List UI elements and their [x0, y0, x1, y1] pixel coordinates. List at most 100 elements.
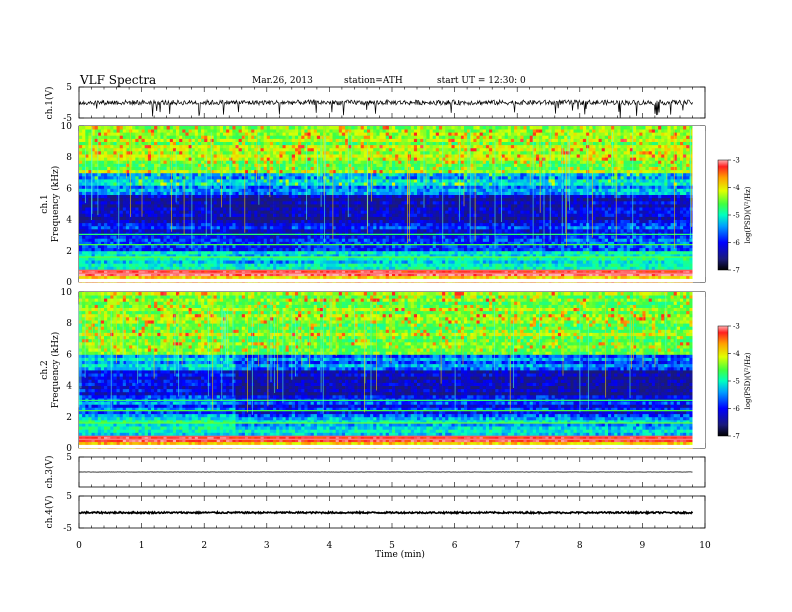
spectrogram-cell — [191, 229, 196, 233]
spectrogram-cell — [633, 266, 637, 270]
spectrogram-cell — [201, 229, 205, 233]
spectrogram-cell — [382, 219, 387, 224]
spectrogram-cell — [110, 229, 114, 233]
spectrogram-cell — [367, 257, 371, 261]
spectrogram-cell — [326, 219, 330, 224]
spectrogram-cell — [601, 235, 606, 239]
spectrogram-cell — [626, 216, 631, 220]
spectrogram-cell — [304, 229, 308, 233]
spectrogram-cell — [176, 213, 180, 217]
spectrogram-cell — [438, 213, 443, 217]
spectrogram-cell — [467, 219, 471, 224]
spectrogram-cell — [548, 260, 552, 264]
spectrogram-cell — [363, 253, 368, 258]
spectrogram-cell — [608, 238, 612, 242]
spectrogram-cell — [191, 257, 196, 261]
spectrogram-cell — [301, 222, 305, 227]
spectrogram-cell — [251, 272, 255, 277]
spectrogram-cell — [689, 257, 693, 261]
spectrogram-cell — [107, 216, 111, 220]
spectrogram-cell — [310, 238, 315, 242]
spectrogram-cell — [248, 263, 252, 267]
spectrogram-cell — [407, 241, 412, 245]
spectrogram-cell — [373, 225, 377, 230]
spectrogram-cell — [235, 244, 239, 249]
spectrogram-cell — [589, 253, 593, 258]
spectrogram-cell — [370, 266, 374, 270]
spectrogram-cell — [664, 244, 668, 249]
spectrogram-cell — [282, 229, 286, 233]
spectrogram-cell — [191, 238, 196, 242]
spectrogram-cell — [248, 247, 252, 252]
spectrogram-cell — [310, 213, 315, 217]
spectrogram-cell — [373, 250, 377, 255]
spectrogram-cell — [122, 247, 127, 252]
spectrogram-cell — [573, 247, 577, 252]
spectrogram-cell — [363, 263, 368, 267]
spectrogram-cell — [370, 253, 374, 258]
spectrogram-cell — [554, 235, 559, 239]
spectrogram-cell — [683, 225, 687, 230]
spectrogram-cell — [301, 275, 305, 280]
spectrogram-cell — [269, 219, 274, 224]
spectrogram-cell — [254, 216, 258, 220]
spectrogram-cell — [363, 257, 368, 261]
spectrogram-cell — [457, 266, 462, 270]
spectrogram-cell — [410, 235, 415, 239]
spectrogram-cell — [279, 241, 283, 245]
spectrogram-cell — [432, 263, 437, 267]
spectrogram-cell — [529, 247, 534, 252]
spectrogram-cell — [683, 269, 687, 273]
spectrogram-cell — [529, 219, 534, 224]
spectrogram-cell — [507, 266, 512, 270]
spectrogram-cell — [316, 219, 321, 224]
spectrogram-cell — [354, 257, 358, 261]
spectrogram-cell — [642, 266, 646, 270]
spectrogram-cell — [586, 266, 590, 270]
spectrogram-cell — [420, 257, 424, 261]
spectrogram-cell — [244, 260, 249, 264]
spectrogram-cell — [379, 253, 383, 258]
spectrogram-cell — [467, 235, 471, 239]
spectrogram-cell — [363, 272, 368, 277]
spectrogram-cell — [88, 225, 92, 230]
spectrogram-cell — [592, 250, 596, 255]
spectrogram-cell — [157, 260, 161, 264]
spectrogram-cell — [573, 213, 577, 217]
spectrogram-cell — [82, 238, 86, 242]
spectrogram-cell — [160, 216, 164, 220]
spectrogram-cell — [401, 275, 405, 280]
spectrogram-cell — [648, 272, 653, 277]
spectrogram-cell — [100, 229, 105, 233]
spectrogram-cell — [135, 247, 139, 252]
spectrogram-cell — [313, 272, 318, 277]
spectrogram-cell — [138, 253, 142, 258]
spectrogram-cell — [298, 219, 302, 224]
spectrogram-cell — [598, 216, 603, 220]
spectrogram-cell — [125, 222, 130, 227]
spectrogram-cell — [251, 250, 255, 255]
spectrogram-cell — [295, 272, 299, 277]
spectrogram-cell — [263, 275, 268, 280]
spectrogram-cell — [125, 263, 130, 267]
spectrogram-cell — [360, 238, 365, 242]
spectrogram-cell — [279, 272, 283, 277]
spectrogram-cell — [260, 225, 264, 230]
spectrogram-cell — [310, 229, 315, 233]
spectrogram-cell — [269, 229, 274, 233]
spectrogram-cell — [320, 225, 324, 230]
spectrogram-cell — [620, 216, 624, 220]
spectrogram-cell — [517, 222, 521, 227]
spectrogram-cell — [385, 229, 390, 233]
spectrogram-cell — [626, 269, 631, 273]
spectrogram-cell — [216, 253, 221, 258]
spectrogram-cell — [82, 244, 86, 249]
spectrogram-cell — [670, 244, 675, 249]
spectrogram-cell — [129, 225, 133, 230]
spectrogram-cell — [182, 247, 186, 252]
spectrogram-cell — [532, 260, 537, 264]
spectrogram-cell — [601, 253, 606, 258]
spectrogram-cell — [182, 275, 186, 280]
spectrogram-cell — [586, 250, 590, 255]
spectrogram-cell — [232, 257, 236, 261]
